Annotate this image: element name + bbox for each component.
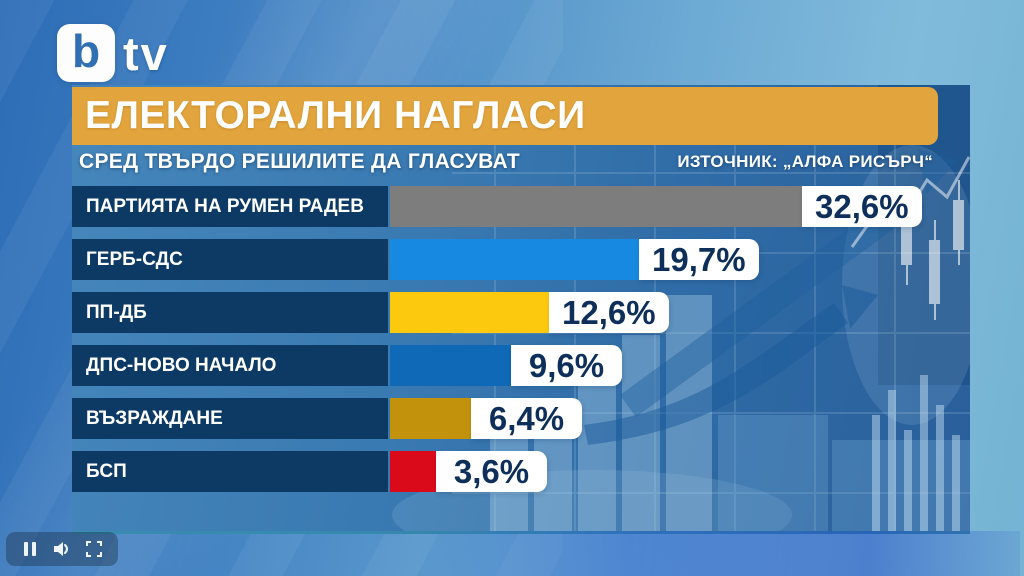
value-label: 6,4% [471,398,582,439]
value-bar [390,239,639,280]
source-label: ИЗТОЧНИК: „АЛФА РИСЪРЧ“ [677,152,933,171]
value-bar [390,398,471,439]
chart-row: БСП 3,6% [0,451,1024,492]
value-bar [390,345,511,386]
chart-row: ГЕРБ-СДС 19,7% [0,239,1024,280]
volume-icon [54,542,68,556]
party-label: БСП [72,451,388,492]
headline-title: ЕЛЕКТОРАЛНИ НАГЛАСИ [85,94,586,137]
btv-logo-mark: b [57,24,115,82]
pause-button[interactable] [20,539,40,559]
btv-logo-tv: tv [123,26,169,80]
party-label: ПП-ДБ [72,292,388,333]
btv-logo: b tv [57,24,169,82]
chart-row: ПП-ДБ 12,6% [0,292,1024,333]
value-label: 12,6% [549,292,669,333]
headline-bar: ЕЛЕКТОРАЛНИ НАГЛАСИ [72,87,938,145]
chart-row: ВЪЗРАЖДАНЕ 6,4% [0,398,1024,439]
chart-row: ПАРТИЯТА НА РУМЕН РАДЕВ 32,6% [0,186,1024,227]
fullscreen-button[interactable] [84,539,104,559]
value-label: 19,7% [639,239,759,280]
volume-button[interactable] [52,539,72,559]
value-label: 9,6% [511,345,622,386]
player-controls [6,532,118,566]
value-bar [390,451,436,492]
party-label: ДПС-НОВО НАЧАЛО [72,345,388,386]
chart-subtitle: СРЕД ТВЪРДО РЕШИЛИТЕ ДА ГЛАСУВАТ [79,150,521,173]
btv-logo-b: b [71,25,101,77]
value-bar [390,292,549,333]
party-label: ПАРТИЯТА НА РУМЕН РАДЕВ [72,186,388,227]
background-bottom-band [420,531,1020,576]
party-label: ВЪЗРАЖДАНЕ [72,398,388,439]
party-label: ГЕРБ-СДС [72,239,388,280]
value-label: 3,6% [436,451,547,492]
value-bar [390,186,802,227]
value-label: 32,6% [802,186,922,227]
fullscreen-icon [86,541,102,557]
chart-row: ДПС-НОВО НАЧАЛО 9,6% [0,345,1024,386]
